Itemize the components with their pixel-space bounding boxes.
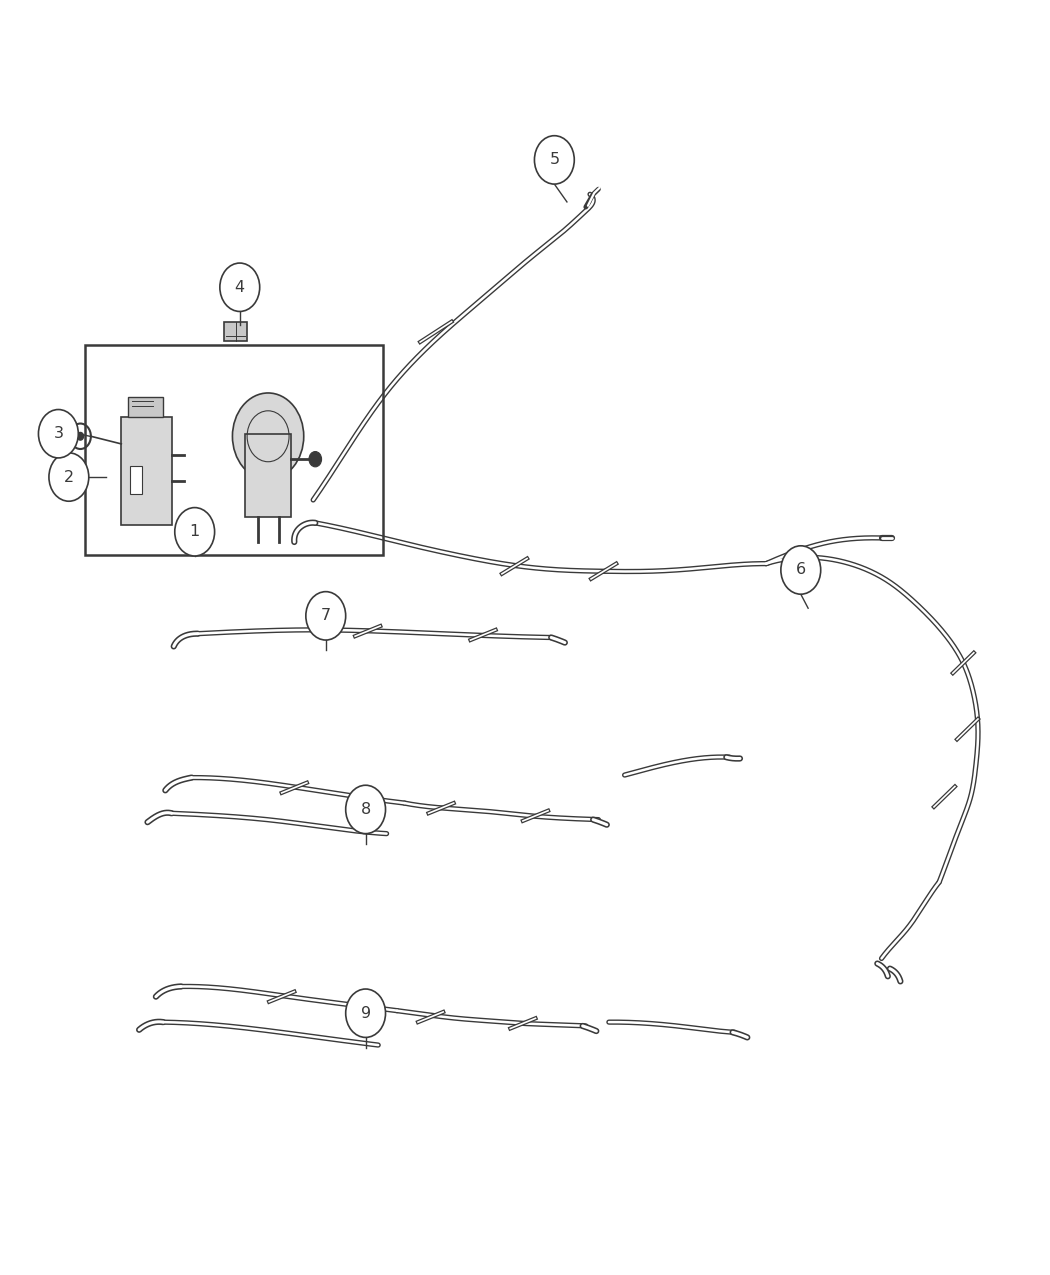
Text: 7: 7	[320, 608, 331, 623]
Circle shape	[49, 453, 89, 501]
Circle shape	[309, 451, 321, 467]
Circle shape	[345, 785, 385, 834]
Circle shape	[781, 546, 821, 594]
Bar	[224, 321, 247, 340]
Text: 3: 3	[54, 426, 63, 441]
Bar	[245, 434, 291, 516]
Text: 8: 8	[360, 802, 371, 817]
Circle shape	[174, 507, 214, 556]
Circle shape	[219, 263, 259, 311]
Text: 6: 6	[796, 562, 805, 578]
Text: 2: 2	[64, 469, 74, 484]
Circle shape	[232, 393, 303, 479]
Text: 4: 4	[235, 279, 245, 295]
Text: 1: 1	[190, 524, 200, 539]
Circle shape	[39, 409, 79, 458]
Circle shape	[345, 989, 385, 1038]
Bar	[129, 465, 142, 493]
Circle shape	[534, 135, 574, 184]
Bar	[85, 344, 383, 555]
Text: 9: 9	[360, 1006, 371, 1021]
Bar	[128, 397, 163, 417]
Text: 5: 5	[549, 153, 560, 167]
Bar	[122, 417, 171, 525]
Circle shape	[306, 592, 345, 640]
Circle shape	[78, 432, 84, 440]
